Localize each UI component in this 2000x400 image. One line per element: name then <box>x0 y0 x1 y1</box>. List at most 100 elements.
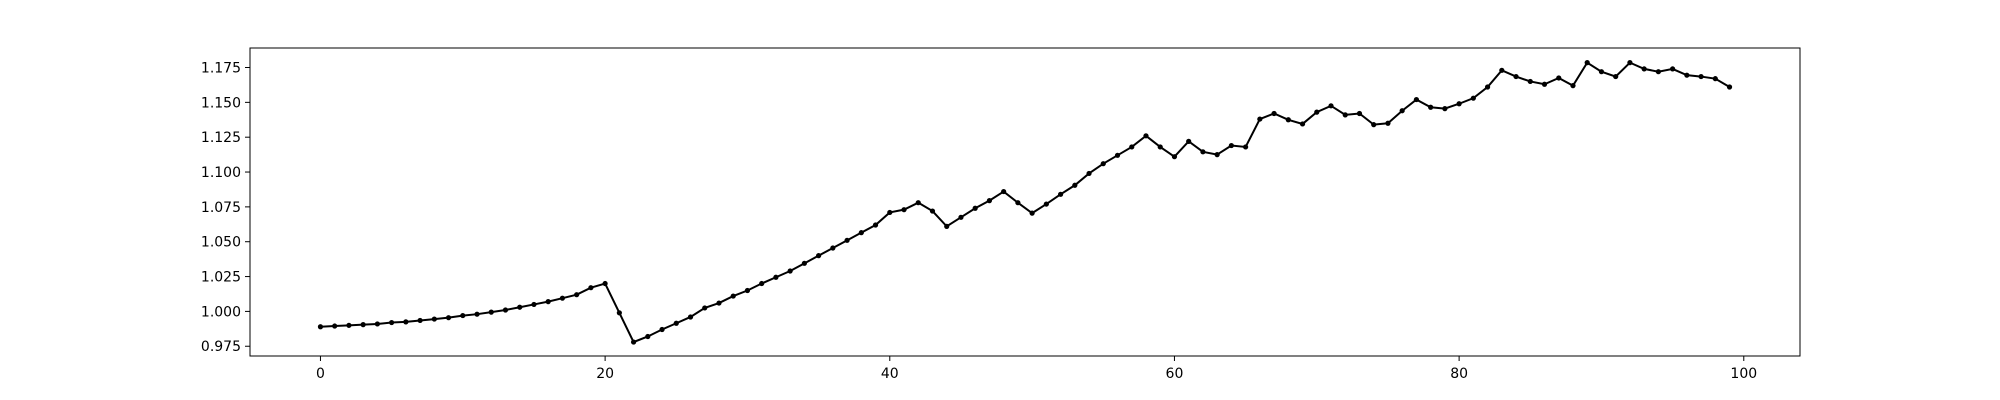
point <box>1328 103 1334 109</box>
point <box>488 309 494 315</box>
point <box>474 311 480 317</box>
point <box>545 299 551 305</box>
point <box>872 222 879 228</box>
point <box>531 301 537 308</box>
point <box>1655 69 1661 75</box>
point <box>1413 96 1420 103</box>
point <box>1356 110 1363 117</box>
point <box>1598 69 1605 75</box>
point <box>1257 116 1263 122</box>
x-tick-label: 40 <box>881 366 899 382</box>
point <box>659 326 665 333</box>
point <box>1200 149 1206 155</box>
point <box>1057 191 1064 197</box>
point <box>1171 154 1178 160</box>
point <box>702 305 708 311</box>
point <box>887 209 893 216</box>
point <box>1043 201 1049 207</box>
point <box>1527 78 1533 85</box>
point <box>773 274 779 280</box>
point <box>1271 110 1277 117</box>
y-tick-label: 1.050 <box>201 235 241 251</box>
x-tick-label: 20 <box>596 366 614 382</box>
point <box>1726 84 1733 90</box>
point <box>1399 108 1405 114</box>
y-tick-label: 1.100 <box>201 165 241 181</box>
point <box>687 314 694 320</box>
point <box>972 205 978 211</box>
y-tick-label: 0.975 <box>201 339 241 355</box>
y-tick-label: 1.000 <box>201 304 241 320</box>
point <box>1684 72 1690 78</box>
point <box>673 320 679 326</box>
point <box>1428 104 1434 110</box>
point <box>958 214 964 220</box>
x-tick-label: 80 <box>1450 366 1468 382</box>
point <box>1285 117 1291 123</box>
point <box>346 322 352 328</box>
point <box>1015 200 1021 206</box>
point <box>502 307 509 313</box>
point <box>844 237 850 243</box>
point <box>1712 76 1718 82</box>
point <box>1129 144 1135 150</box>
point <box>1456 101 1462 107</box>
point <box>1470 95 1476 101</box>
line <box>320 61 1731 344</box>
point <box>559 295 566 301</box>
point <box>801 260 807 266</box>
axes-frame <box>249 47 1801 357</box>
point <box>360 322 366 328</box>
x-tick-label: 100 <box>1730 366 1757 382</box>
point <box>1001 188 1007 195</box>
point <box>1584 60 1590 66</box>
point <box>1541 81 1548 87</box>
y-tick-label: 1.125 <box>201 130 241 146</box>
point <box>787 268 793 274</box>
point <box>1385 120 1391 126</box>
point <box>445 315 452 321</box>
y-tick-label: 1.175 <box>201 61 241 77</box>
point <box>460 312 466 319</box>
point <box>716 300 722 306</box>
point <box>759 280 765 287</box>
point <box>1214 152 1220 158</box>
point <box>1299 121 1306 127</box>
point <box>986 198 993 204</box>
point <box>403 319 409 325</box>
x-tick-label: 60 <box>1166 366 1184 382</box>
point <box>1100 161 1106 167</box>
point <box>1641 66 1647 72</box>
point <box>1186 138 1192 144</box>
point <box>1143 133 1149 139</box>
point <box>602 280 608 287</box>
point <box>630 339 637 345</box>
x-tick-label: 0 <box>316 366 325 382</box>
point <box>1342 112 1348 118</box>
point <box>901 207 907 213</box>
point <box>915 200 921 206</box>
point <box>645 333 651 340</box>
point <box>944 223 950 229</box>
point <box>1556 75 1562 81</box>
y-tick-label: 1.025 <box>201 270 241 286</box>
point <box>389 319 395 326</box>
point <box>730 293 736 299</box>
point <box>317 324 324 330</box>
point <box>574 292 580 298</box>
point <box>1442 106 1448 112</box>
point <box>1086 170 1092 177</box>
point <box>1484 84 1491 90</box>
point <box>1072 182 1078 188</box>
point <box>1513 73 1519 80</box>
point <box>1670 66 1676 72</box>
point <box>1499 67 1505 73</box>
point <box>744 287 751 294</box>
point <box>1157 144 1163 150</box>
point <box>830 245 836 251</box>
point <box>431 316 437 322</box>
point <box>1114 152 1121 158</box>
point <box>417 317 423 324</box>
point <box>1698 73 1704 80</box>
